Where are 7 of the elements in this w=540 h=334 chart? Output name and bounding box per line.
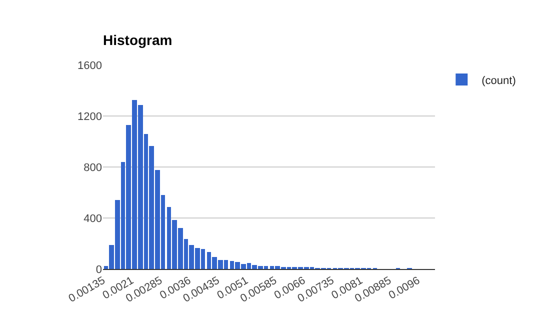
y-tick-label: 400 xyxy=(84,212,102,225)
y-tick-label: 1200 xyxy=(78,110,102,123)
y-tick-label: 0 xyxy=(96,264,102,276)
legend-label: (count) xyxy=(482,74,516,87)
y-tick-label: 800 xyxy=(84,162,102,174)
chart-title: Histogram xyxy=(103,32,172,48)
y-tick-label: 1600 xyxy=(78,60,102,72)
